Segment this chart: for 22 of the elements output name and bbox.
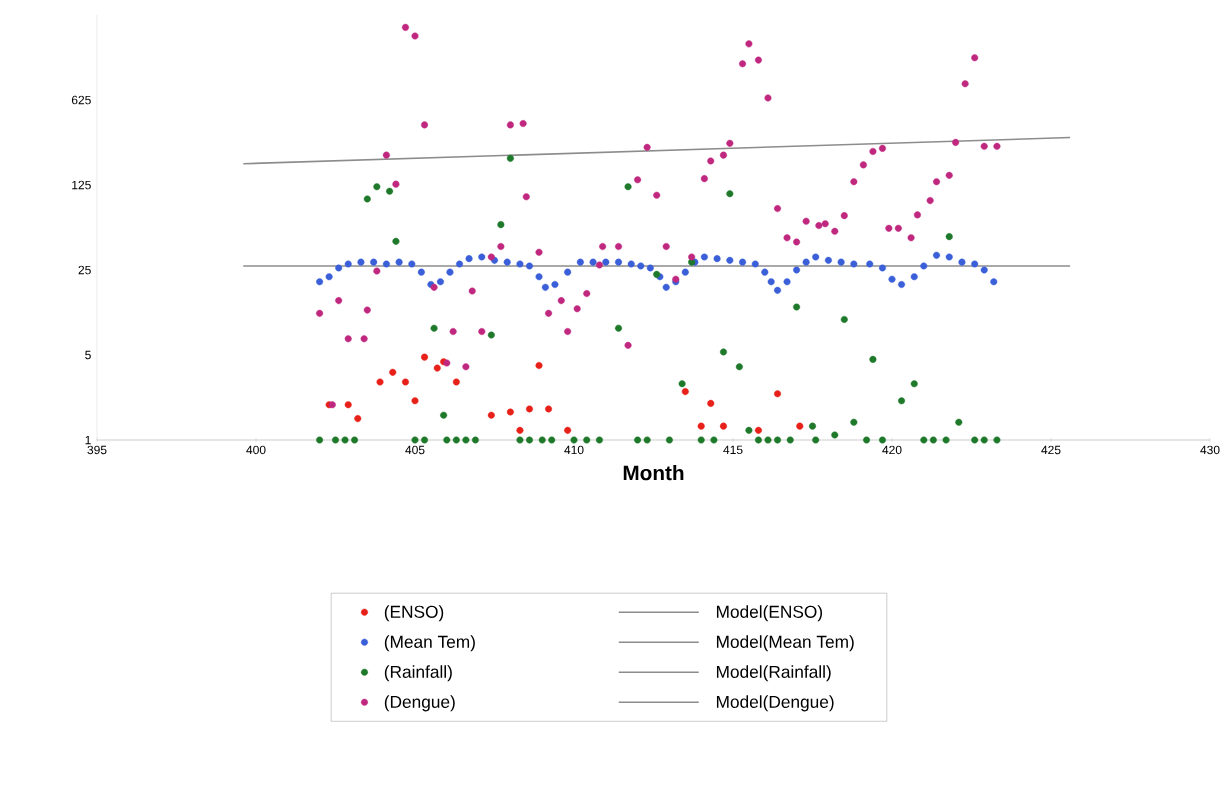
x-tick-label: 395 [87,445,107,455]
x-tick-label: 425 [1041,445,1061,455]
x-axis-title: Month [623,465,684,481]
legend-label: Model(ENSO) [716,605,823,622]
x-tick-label: 415 [723,445,743,455]
y-tick-label: 25 [78,265,91,275]
x-tick-label: 405 [405,445,425,455]
x-tick-label: 430 [1200,445,1220,455]
legend-label: (ENSO) [384,605,444,622]
x-tick-label: 410 [564,445,584,455]
legend-label: (Mean Tem) [384,635,475,652]
y-tick-label: 625 [71,95,91,105]
legend-label: Model(Mean Tem) [716,635,854,652]
x-tick-label: 400 [246,445,266,455]
legend-label: (Rainfall) [384,665,452,682]
legend-label: Model(Dengue) [716,695,834,712]
legend-label: (Dengue) [384,695,455,712]
x-tick-label: 420 [882,445,902,455]
y-tick-label: 1 [85,435,91,445]
y-tick-label: 5 [85,350,91,360]
y-tick-label: 125 [72,180,91,190]
legend-label: Model(Rainfall) [716,665,831,682]
